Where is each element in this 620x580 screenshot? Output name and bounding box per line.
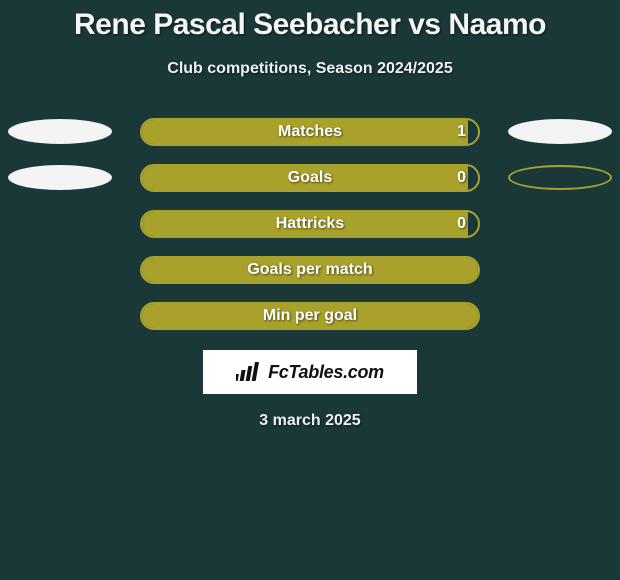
stat-bar: Goals per match: [140, 256, 480, 284]
bar-chart-icon: [236, 362, 262, 382]
stat-value: 0: [457, 166, 466, 190]
right-marker: [508, 165, 612, 190]
subtitle: Club competitions, Season 2024/2025: [0, 60, 620, 78]
stat-row: Goals0: [0, 164, 620, 192]
stat-rows: Matches1Goals0Hattricks0Goals per matchM…: [0, 118, 620, 330]
right-marker: [508, 119, 612, 144]
comparison-card: Rene Pascal Seebacher vs Naamo Club comp…: [0, 0, 620, 430]
stat-label: Goals per match: [142, 258, 478, 282]
page-title: Rene Pascal Seebacher vs Naamo: [0, 8, 620, 42]
stat-row: Hattricks0: [0, 210, 620, 238]
stat-label: Min per goal: [142, 304, 478, 328]
date-text: 3 march 2025: [0, 412, 620, 430]
logo-text: FcTables.com: [268, 362, 384, 383]
stat-label: Goals: [142, 166, 478, 190]
left-marker: [8, 119, 112, 144]
stat-row: Min per goal: [0, 302, 620, 330]
logo-badge: FcTables.com: [203, 350, 417, 394]
stat-row: Matches1: [0, 118, 620, 146]
stat-bar: Hattricks0: [140, 210, 480, 238]
stat-bar: Matches1: [140, 118, 480, 146]
stat-value: 1: [457, 120, 466, 144]
stat-label: Matches: [142, 120, 478, 144]
stat-value: 0: [457, 212, 466, 236]
stat-row: Goals per match: [0, 256, 620, 284]
left-marker: [8, 165, 112, 190]
stat-bar: Min per goal: [140, 302, 480, 330]
stat-label: Hattricks: [142, 212, 478, 236]
stat-bar: Goals0: [140, 164, 480, 192]
